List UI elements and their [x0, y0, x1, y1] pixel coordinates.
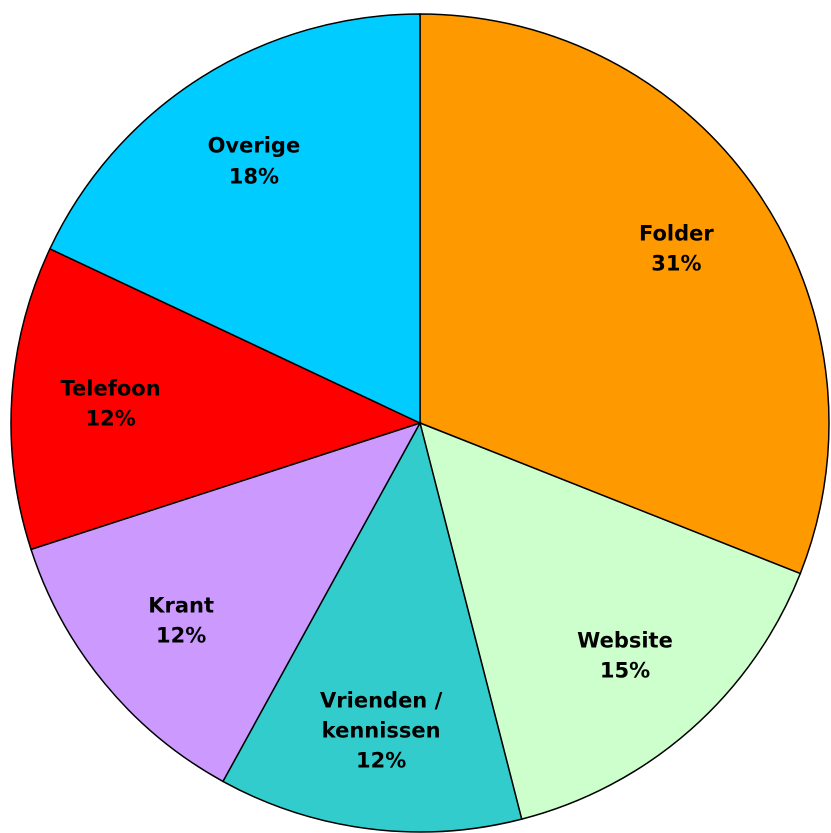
pie-slice [10, 247, 423, 551]
pie-slice [221, 420, 523, 833]
pie-slice [48, 13, 421, 425]
value-label: 12% [156, 623, 207, 648]
category-label: Folder [639, 221, 714, 246]
slice-label: Folder 31% [601, 218, 751, 279]
pie-slice [418, 421, 802, 821]
category-label: Krant [148, 593, 215, 618]
value-label: 18% [228, 164, 280, 189]
value-label: 31% [651, 251, 702, 276]
category-label: Vrienden / kennissen [320, 687, 443, 743]
value-label: 15% [599, 658, 651, 683]
pie-slice [419, 13, 830, 575]
category-label: Telefoon [60, 376, 161, 401]
category-label: Overige [207, 133, 301, 158]
value-label: 12% [85, 406, 136, 431]
pie-slice [30, 421, 422, 783]
category-label: Website [577, 628, 673, 653]
slice-label: Website 15% [550, 625, 700, 686]
slice-label: Vrienden / kennissen 12% [306, 685, 456, 776]
slice-label: Telefoon 12% [36, 373, 186, 434]
slice-label: Krant 12% [106, 590, 256, 651]
slice-label: Overige 18% [179, 131, 329, 192]
value-label: 12% [356, 748, 407, 773]
